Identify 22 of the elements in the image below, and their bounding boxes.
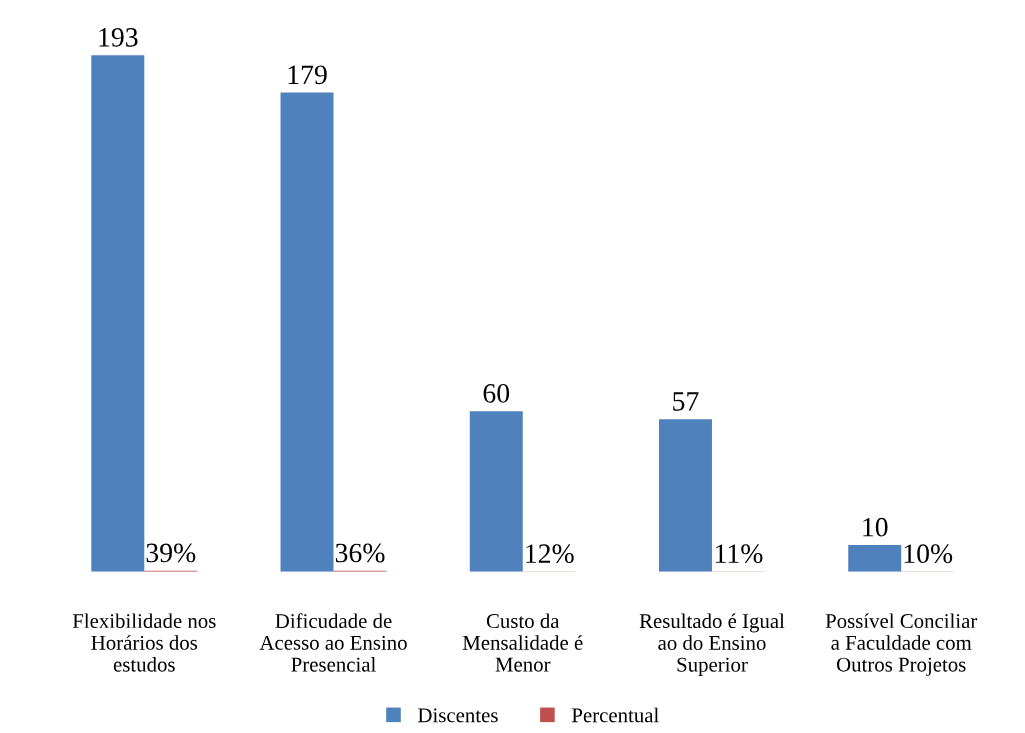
data-label: 57 <box>673 392 699 411</box>
legend-label: Percentual <box>571 707 659 723</box>
bar <box>469 411 523 572</box>
data-label: 10 <box>863 517 888 537</box>
x-tick-label: Dificudade de Acesso ao Ensino Presencial <box>259 613 407 672</box>
data-label: 39% <box>146 543 196 563</box>
bar <box>659 419 712 572</box>
data-label: 179 <box>288 65 327 85</box>
bar <box>280 92 334 572</box>
x-tick-label: Resultado é Igual ao do Ensino Superior <box>639 613 785 676</box>
data-label: 12% <box>526 544 574 564</box>
legend-label: Discentes <box>418 708 498 723</box>
bar <box>91 55 145 572</box>
data-label: 193 <box>99 28 138 47</box>
data-label: 11% <box>715 544 763 564</box>
x-tick-label: Custo da Mensalidade é Menor <box>462 613 583 672</box>
data-label: 10% <box>904 544 953 564</box>
data-label: 36% <box>335 543 385 563</box>
x-tick-label: Flexibilidade nos Horários dos estudos <box>72 613 216 672</box>
bar <box>848 544 902 572</box>
x-tick-label: Possível Conciliar a Faculdade com Outros Projetos <box>825 613 978 676</box>
data-label: 60 <box>483 383 510 403</box>
